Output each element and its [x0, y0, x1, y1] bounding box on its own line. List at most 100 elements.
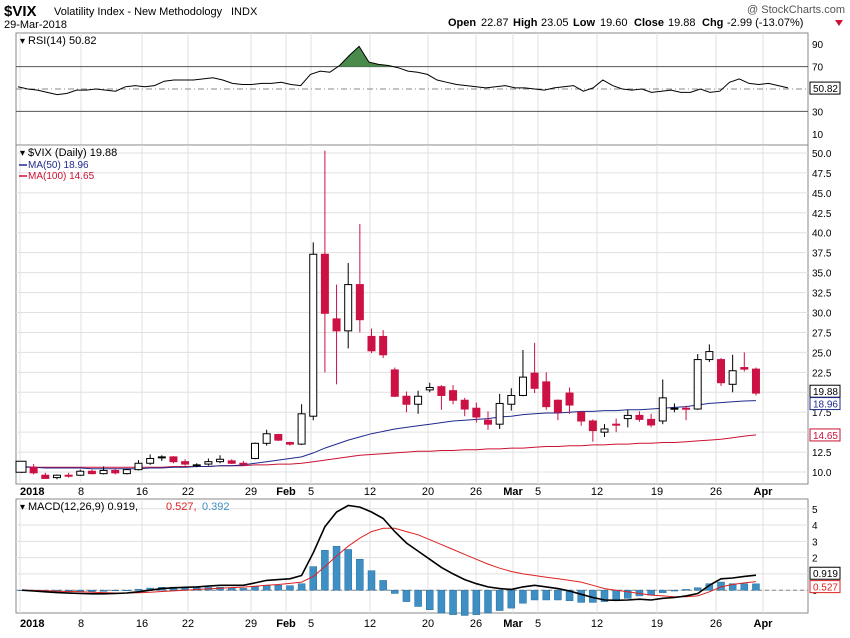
price-frame — [15, 144, 809, 485]
macd-histogram-bar — [251, 586, 259, 591]
macd-frame — [15, 498, 809, 614]
price-tick-label: 50.0 — [812, 149, 832, 160]
candle-body — [262, 433, 271, 444]
exchange: INDX — [231, 6, 258, 18]
candle-body — [588, 420, 597, 432]
candle-body — [181, 461, 190, 465]
symbol: $VIX — [4, 3, 37, 20]
macd-histogram-bar — [332, 545, 341, 591]
macd-histogram-bar — [321, 550, 329, 591]
macd-histogram-bar — [391, 589, 399, 594]
candle-body — [204, 461, 213, 465]
price-date-label: 12 — [591, 486, 603, 498]
candle-body — [227, 460, 236, 464]
low-label: Low — [573, 17, 595, 29]
price-legend-main: $VIX (Daily) 19.88 — [28, 147, 117, 159]
chart-header: $VIX Volatility Index - New Methodology … — [4, 3, 845, 31]
signal-tag: 0.527 — [813, 583, 838, 594]
ma50-tag-box — [809, 397, 841, 411]
security-name: Volatility Index - New Methodology — [54, 6, 223, 18]
candle-body — [612, 423, 621, 426]
candle-body — [87, 470, 96, 475]
rsi-tick-label: 10 — [812, 130, 824, 141]
macd-legend-signal: 0.527, — [166, 501, 197, 513]
macd-histogram-bar — [472, 589, 481, 615]
candle-body — [553, 399, 562, 413]
candle-body — [274, 434, 283, 441]
price-date-label: 26 — [470, 486, 482, 498]
macd-histogram-bar — [99, 589, 108, 592]
rsi-legend: RSI(14) 50.82 — [28, 35, 96, 47]
macd-histogram-bar — [507, 589, 516, 609]
candle-body — [682, 407, 691, 410]
chg-value: -2.99 (-13.07%) — [727, 17, 803, 29]
ma100-legend: MA(100) 14.65 — [28, 171, 95, 182]
candle-body — [111, 469, 120, 474]
candle-body — [355, 284, 364, 321]
macd-histogram-bar — [274, 585, 283, 591]
price-date-label: 5 — [308, 486, 314, 498]
macd-panel: 012345▾MACD(12,26,9) 0.919,0.527,0.3920.… — [15, 498, 841, 630]
macd-histogram-bar — [554, 589, 562, 601]
candle-body — [332, 318, 341, 332]
price-date-label: Mar — [503, 486, 523, 498]
macd-date-label: Apr — [754, 618, 774, 630]
close-tag: 19.88 — [813, 387, 838, 398]
macd-legend-name: MACD(12,26,9) 0.919, — [28, 501, 138, 513]
macd-tick-label: 5 — [812, 505, 818, 516]
candle-body — [460, 399, 469, 410]
candle-body — [565, 392, 574, 406]
macd-histogram-bar — [752, 583, 760, 591]
candle-body — [600, 428, 609, 433]
price-tick-label: 27.5 — [812, 328, 832, 339]
open-value: 22.87 — [481, 17, 509, 29]
macd-histogram-bar — [612, 589, 620, 601]
ma50-line — [21, 400, 757, 470]
candle-body — [216, 458, 225, 463]
candle-body — [705, 351, 714, 361]
candle-body — [647, 418, 656, 426]
candle-body — [64, 474, 73, 477]
macd-histogram-bar — [88, 589, 96, 592]
candle-body — [309, 253, 318, 417]
rsi-last-value: 50.82 — [813, 84, 838, 95]
price-legend-marker: ▾ — [20, 148, 25, 159]
candle-body — [402, 395, 411, 405]
price-tick-label: 37.5 — [812, 249, 832, 260]
candle-body — [367, 335, 376, 352]
candle-body — [76, 470, 85, 476]
macd-histogram-bar — [670, 589, 679, 592]
macd-histogram-bar — [344, 549, 352, 591]
candle-body — [414, 395, 423, 405]
macd-tag: 0.919 — [813, 569, 838, 580]
price-tick-label: 47.5 — [812, 169, 832, 180]
candle-body — [518, 376, 527, 396]
price-date-label: Apr — [754, 486, 774, 498]
macd-histogram-bar — [449, 589, 457, 615]
ohlc-row: Open 22.87 High 23.05 Low 19.60 Close 19… — [448, 17, 843, 29]
rsi-overbought-fill — [336, 46, 392, 67]
candle-body — [693, 359, 702, 410]
ma50-legend: MA(50) 18.96 — [28, 160, 89, 171]
macd-histogram-bar — [460, 589, 469, 616]
candle-body — [635, 414, 644, 420]
price-date-label: 26 — [710, 486, 722, 498]
candle-body — [285, 442, 294, 445]
macd-histogram-bar — [740, 583, 749, 591]
rsi-legend-marker: ▾ — [20, 36, 25, 47]
rsi-last-value-box — [809, 81, 841, 95]
macd-histogram-bar — [297, 583, 306, 591]
macd-histogram-bar — [542, 589, 550, 601]
candle-body — [29, 466, 38, 474]
rsi-panel: 103050709050.82▾RSI(14) 50.82 — [15, 32, 841, 146]
candle-body — [740, 367, 749, 370]
candle-body — [390, 369, 399, 397]
macd-tick-label: 3 — [812, 537, 818, 548]
macd-date-label: 5 — [308, 618, 314, 630]
macd-histogram-bar — [693, 587, 702, 591]
candle-body — [449, 390, 458, 401]
ma100-tag: 14.65 — [813, 431, 838, 442]
chg-label: Chg — [702, 17, 723, 29]
